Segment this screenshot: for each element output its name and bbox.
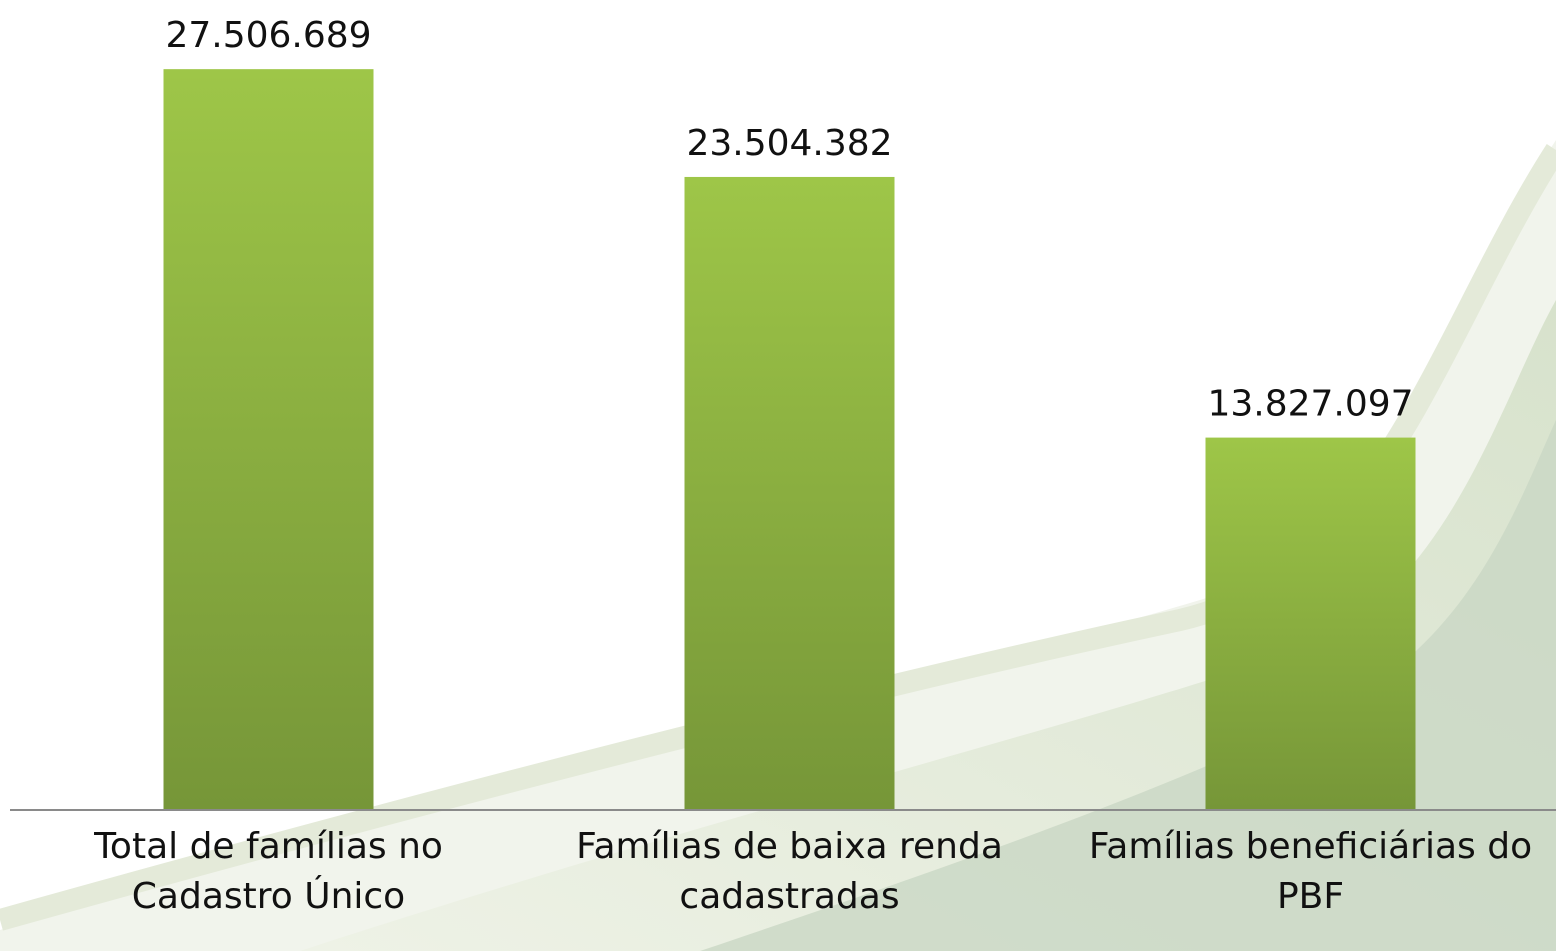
data-label: 13.827.097 (1207, 384, 1413, 425)
data-label: 27.506.689 (165, 15, 371, 56)
data-label: 23.504.382 (686, 123, 892, 164)
plot-area: 27.506.689 23.504.382 13.827.097 (163, 15, 1416, 811)
x-tick-label: Famílias beneficiárias do PBF (1088, 826, 1533, 917)
bar (163, 69, 374, 810)
x-tick-label: Total de famílias no Cadastro Único (94, 826, 443, 917)
bar (1205, 437, 1416, 810)
bar (684, 176, 895, 811)
x-tick-label: Famílias de baixa renda cadastradas (576, 826, 1003, 917)
